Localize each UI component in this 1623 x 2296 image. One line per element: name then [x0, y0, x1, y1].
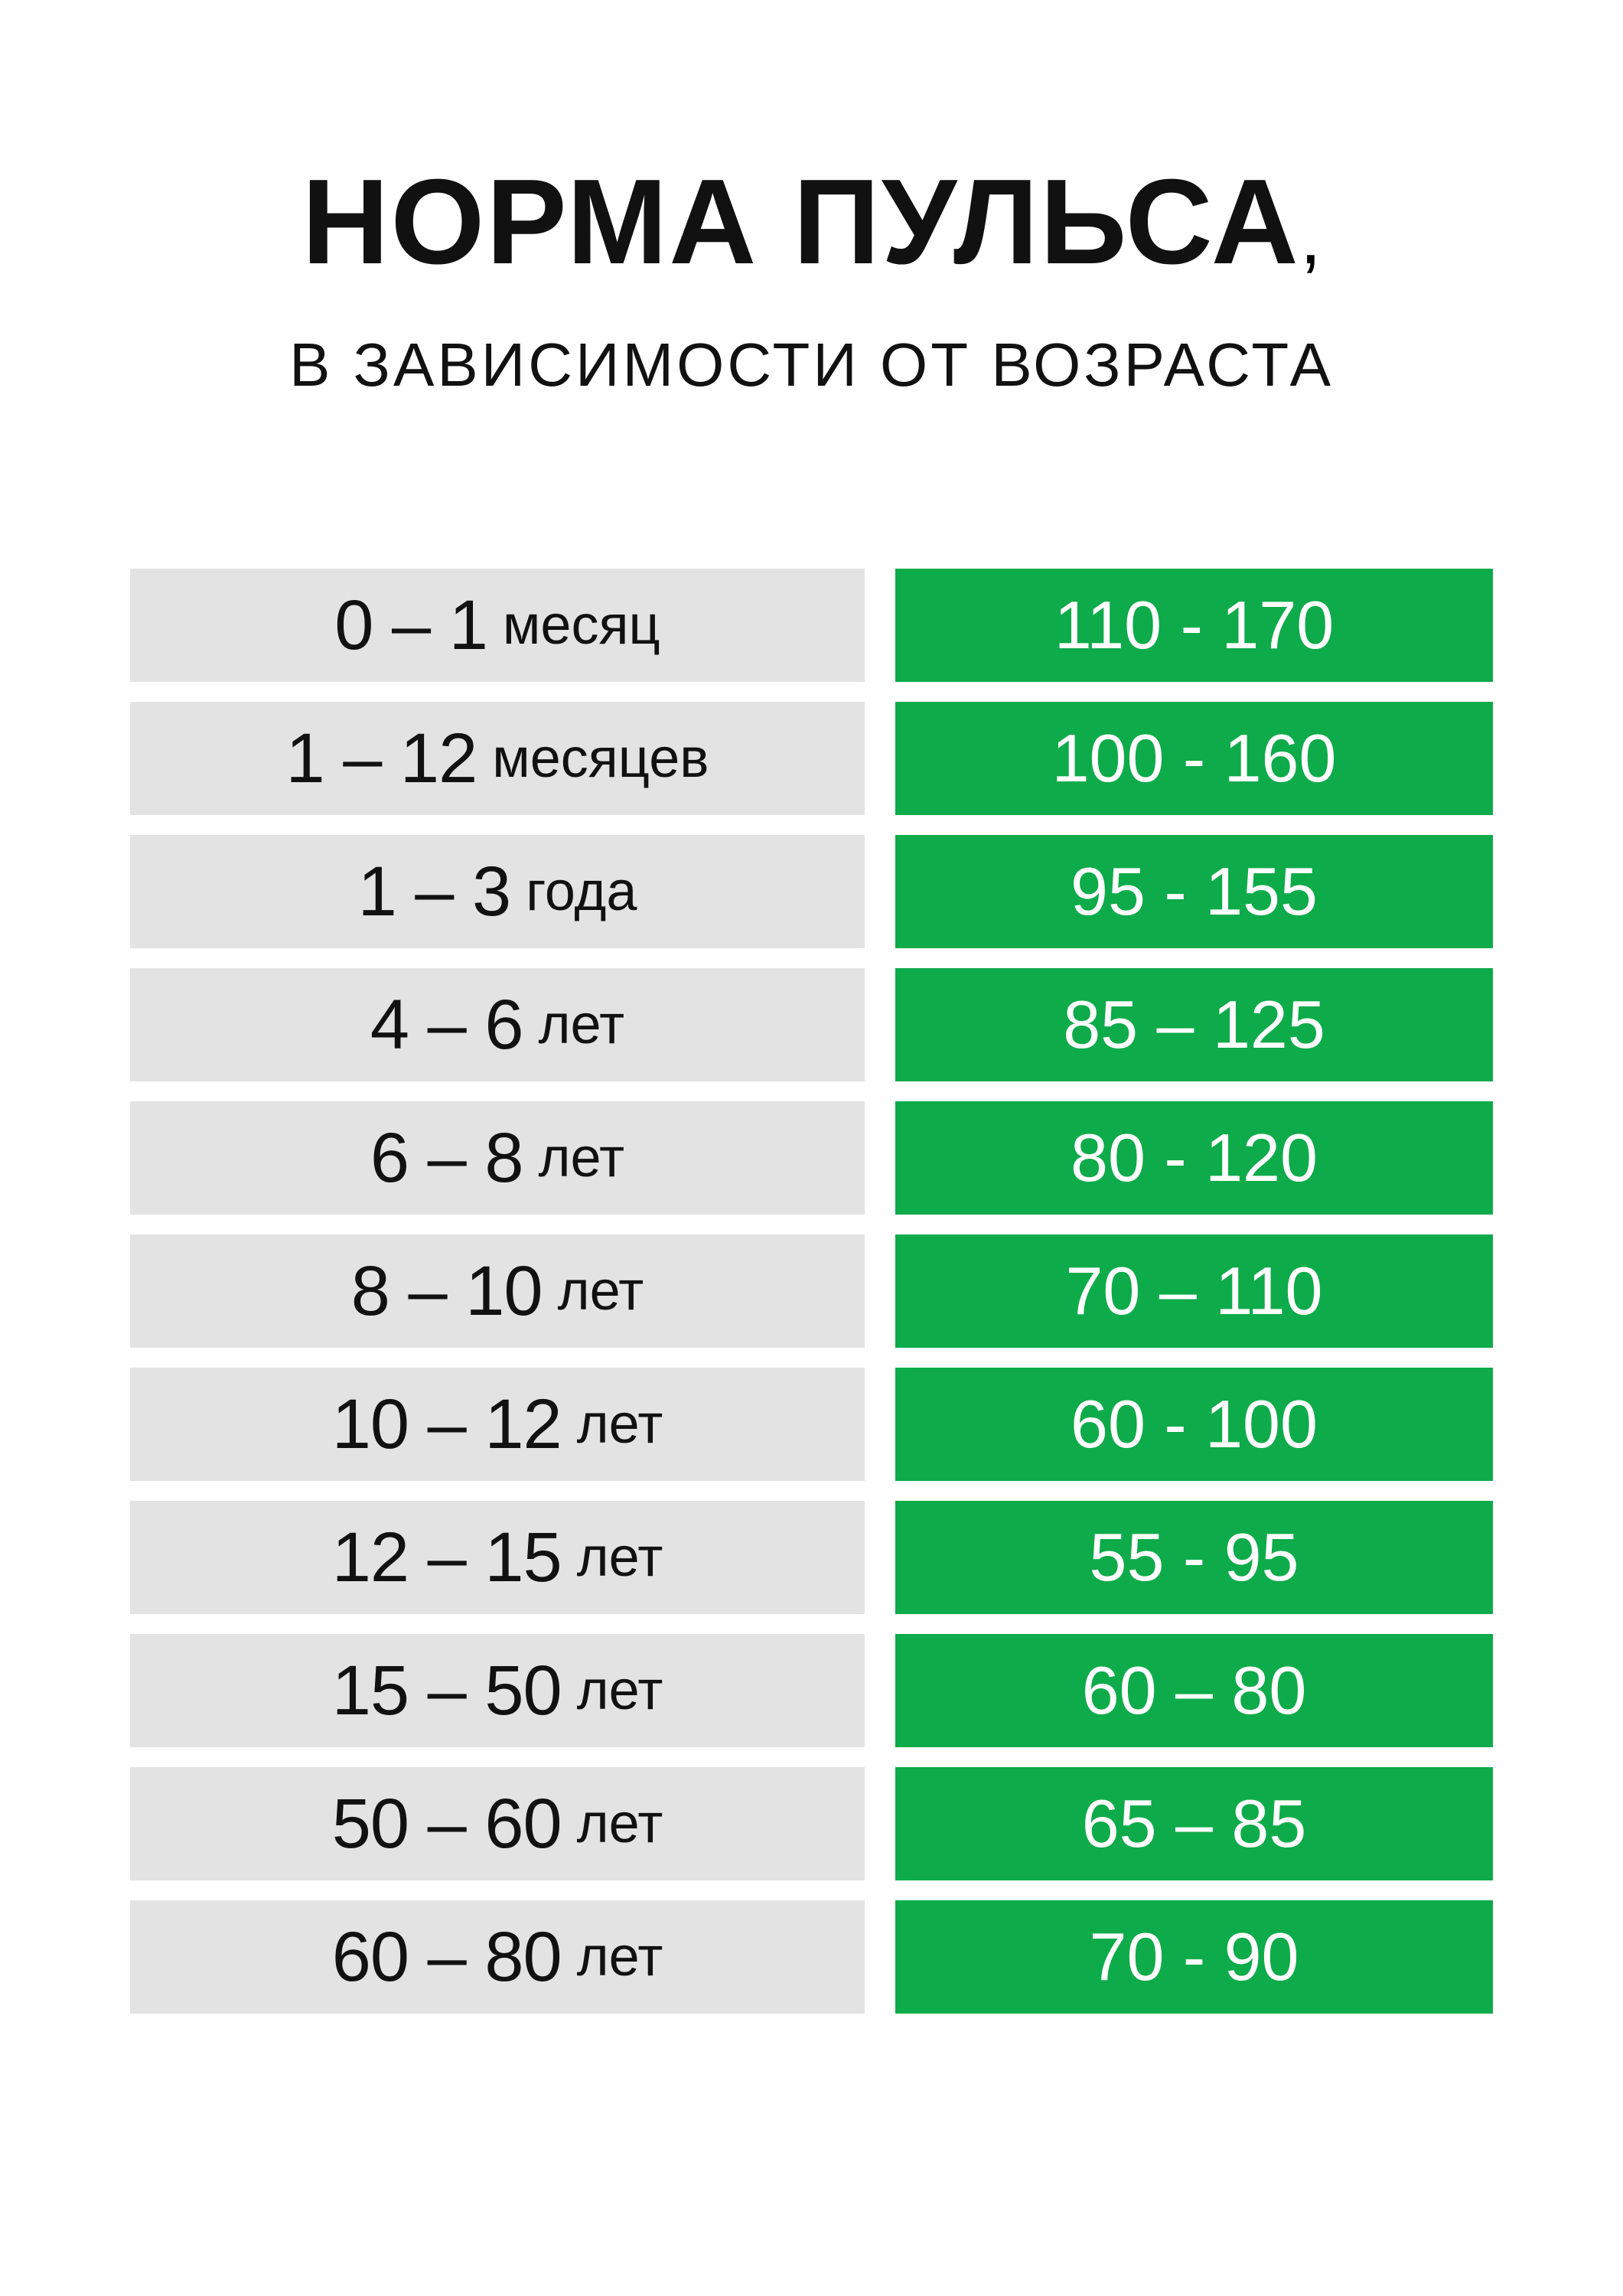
age-cell: 12 – 15лет [130, 1501, 865, 1614]
table-row: 15 – 50лет 60 – 80 [130, 1634, 1493, 1747]
title-text: НОРМА ПУЛЬСА [301, 155, 1300, 289]
age-cell: 6 – 8лет [130, 1101, 865, 1215]
age-range-value: 10 – 12 [332, 1384, 562, 1465]
age-unit-label: лет [577, 1393, 663, 1456]
pulse-cell: 55 - 95 [895, 1501, 1493, 1614]
age-range-value: 12 – 15 [332, 1518, 562, 1598]
pulse-cell: 70 – 110 [895, 1234, 1493, 1348]
table-row: 12 – 15лет 55 - 95 [130, 1501, 1493, 1614]
page-subtitle: В ЗАВИСИМОСТИ ОТ ВОЗРАСТА [130, 330, 1493, 400]
table-row: 10 – 12лет 60 - 100 [130, 1368, 1493, 1481]
age-unit-label: лет [577, 1792, 663, 1855]
age-unit-label: месяц [503, 594, 660, 657]
pulse-cell: 100 - 160 [895, 702, 1493, 815]
age-range-value: 1 – 3 [358, 852, 511, 932]
pulse-cell: 85 – 125 [895, 968, 1493, 1081]
pulse-cell: 60 - 100 [895, 1368, 1493, 1481]
age-range-value: 0 – 1 [334, 585, 487, 666]
age-cell: 4 – 6лет [130, 968, 865, 1081]
age-unit-label: лет [577, 1926, 663, 1988]
age-range-value: 1 – 12 [285, 719, 477, 799]
pulse-cell: 60 – 80 [895, 1634, 1493, 1747]
age-unit-label: года [526, 860, 637, 923]
pulse-cell: 65 – 85 [895, 1767, 1493, 1880]
table-row: 8 – 10лет 70 – 110 [130, 1234, 1493, 1348]
age-unit-label: лет [577, 1526, 663, 1589]
age-cell: 60 – 80лет [130, 1900, 865, 2014]
table-row: 60 – 80лет 70 - 90 [130, 1900, 1493, 2014]
age-cell: 50 – 60лет [130, 1767, 865, 1880]
age-range-value: 50 – 60 [332, 1784, 562, 1864]
table-row: 1 – 3года 95 - 155 [130, 835, 1493, 948]
age-range-value: 60 – 80 [332, 1917, 562, 1998]
pulse-cell: 95 - 155 [895, 835, 1493, 948]
age-cell: 1 – 3года [130, 835, 865, 948]
age-cell: 1 – 12месяцев [130, 702, 865, 815]
age-cell: 10 – 12лет [130, 1368, 865, 1481]
age-unit-label: лет [538, 1127, 624, 1189]
age-cell: 0 – 1 месяц [130, 569, 865, 682]
pulse-cell: 70 - 90 [895, 1900, 1493, 2014]
age-cell: 15 – 50лет [130, 1634, 865, 1747]
table-row: 6 – 8лет 80 - 120 [130, 1101, 1493, 1215]
age-range-value: 6 – 8 [370, 1118, 523, 1199]
pulse-cell: 80 - 120 [895, 1101, 1493, 1215]
table-row: 0 – 1 месяц 110 - 170 [130, 569, 1493, 682]
age-unit-label: лет [538, 993, 624, 1056]
page-title: НОРМА ПУЛЬСА, [130, 153, 1493, 292]
age-cell: 8 – 10лет [130, 1234, 865, 1348]
table-row: 1 – 12месяцев 100 - 160 [130, 702, 1493, 815]
age-range-value: 4 – 6 [370, 985, 523, 1065]
title-comma: , [1300, 194, 1322, 280]
header: НОРМА ПУЛЬСА, В ЗАВИСИМОСТИ ОТ ВОЗРАСТА [130, 153, 1493, 400]
table-row: 50 – 60лет 65 – 85 [130, 1767, 1493, 1880]
age-unit-label: месяцев [492, 727, 709, 790]
pulse-table: 0 – 1 месяц 110 - 170 1 – 12месяцев 100 - 16… [130, 569, 1493, 2014]
age-unit-label: лет [577, 1659, 663, 1722]
table-row: 4 – 6лет 85 – 125 [130, 968, 1493, 1081]
age-unit-label: лет [558, 1260, 644, 1322]
age-range-value: 8 – 10 [351, 1251, 543, 1332]
age-range-value: 15 – 50 [332, 1651, 562, 1731]
pulse-cell: 110 - 170 [895, 569, 1493, 682]
